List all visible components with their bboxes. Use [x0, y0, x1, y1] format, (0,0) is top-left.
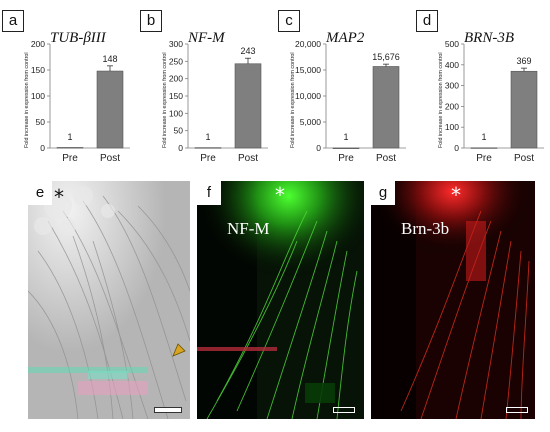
scale-bar-e [154, 407, 182, 413]
panel-letter-d: d [416, 10, 438, 32]
category-label: Pre [200, 153, 216, 164]
micrograph-e: e * [28, 181, 190, 419]
chart-a: a TUB-βIII Fold increase in expression f… [0, 0, 136, 168]
y-tick-label: 5,000 [300, 117, 322, 127]
phase-contrast-image [28, 181, 190, 419]
category-label: Post [376, 153, 396, 164]
y-tick-label: 250 [169, 56, 183, 66]
chart-title-a: TUB-βIII [50, 30, 106, 46]
y-tick-label: 100 [31, 91, 45, 101]
y-tick-label: 15,000 [295, 65, 321, 75]
bar-post [96, 70, 124, 149]
y-tick-label: 100 [445, 122, 459, 132]
value-label: 15,676 [372, 52, 400, 62]
chart-svg-d: 0 100 200 300 400 500 1 Pre 369 Post [445, 39, 544, 164]
chart-d: d BRN-3B Fold increase in expression fro… [414, 0, 550, 168]
value-label: 1 [343, 132, 348, 142]
category-label: Post [238, 153, 258, 164]
chart-svg-c: 0 5,000 10,000 15,000 20,000 1 Pre 15,676 Post [295, 39, 406, 164]
y-tick-label: 0 [316, 143, 321, 153]
bar-post [510, 70, 538, 149]
bar-pre [56, 147, 84, 149]
category-label: Pre [338, 153, 354, 164]
y-tick-label: 200 [169, 74, 183, 84]
panel-letter-b: b [140, 10, 162, 32]
bar-pre [332, 147, 360, 149]
chart-title-b: NF-M [188, 30, 225, 46]
category-label: Post [514, 153, 534, 164]
category-label: Post [100, 153, 120, 164]
y-tick-label: 200 [445, 101, 459, 111]
panel-letter-e: e [28, 181, 52, 205]
y-tick-label: 150 [169, 91, 183, 101]
bar-pre [194, 147, 222, 149]
chart-svg-b: 0 50 100 150 200 250 300 1 Pre 243 Post [169, 39, 268, 164]
y-tick-label: 400 [445, 60, 459, 70]
asterisk-marker-f: * [275, 183, 285, 207]
value-label: 1 [67, 132, 72, 142]
panel-letter-a: a [2, 10, 24, 32]
asterisk-marker-g: * [451, 183, 461, 207]
y-tick-label: 10,000 [295, 91, 321, 101]
y-tick-label: 0 [40, 143, 45, 153]
scale-bar-f [333, 407, 355, 413]
chart-title-c: MAP2 [326, 30, 365, 46]
stain-label-brn3b: Brn-3b [401, 219, 450, 238]
micrograph-f: f * NF-M [197, 181, 364, 419]
brn3b-fluorescence-image [371, 181, 535, 419]
chart-svg-a: 0 50 100 150 200 1 Pre 148 Post [31, 39, 130, 164]
panel-letter-f: f [197, 181, 221, 205]
panel-letter-g: g [371, 181, 395, 205]
y-tick-label: 300 [169, 39, 183, 49]
value-label: 369 [516, 56, 531, 66]
bar-post [372, 66, 400, 149]
chart-title-d: BRN-3B [464, 30, 514, 46]
chart-c: c MAP2 Fold increase in expression from … [276, 0, 412, 168]
stain-label-nfm: NF-M [227, 219, 270, 238]
value-label: 1 [481, 132, 486, 142]
chart-b: b NF-M Fold increase in expression from … [138, 0, 274, 168]
bar-post [234, 63, 262, 149]
y-tick-label: 500 [445, 39, 459, 49]
nfm-fluorescence-image [197, 181, 364, 419]
asterisk-marker-e: * [54, 185, 64, 209]
bar-pre [470, 147, 498, 149]
y-tick-label: 0 [178, 143, 183, 153]
y-tick-label: 100 [169, 108, 183, 118]
value-label: 148 [102, 54, 117, 64]
y-tick-label: 150 [31, 65, 45, 75]
micrograph-g: g * Brn-3b [371, 181, 535, 419]
y-tick-label: 20,000 [295, 39, 321, 49]
value-label: 1 [205, 132, 210, 142]
y-tick-label: 50 [36, 117, 46, 127]
scale-bar-g [506, 407, 528, 413]
y-tick-label: 50 [174, 126, 184, 136]
value-label: 243 [240, 46, 255, 56]
category-label: Pre [62, 153, 78, 164]
y-tick-label: 200 [31, 39, 45, 49]
category-label: Pre [476, 153, 492, 164]
y-tick-label: 0 [454, 143, 459, 153]
y-tick-label: 300 [445, 81, 459, 91]
panel-letter-c: c [278, 10, 300, 32]
